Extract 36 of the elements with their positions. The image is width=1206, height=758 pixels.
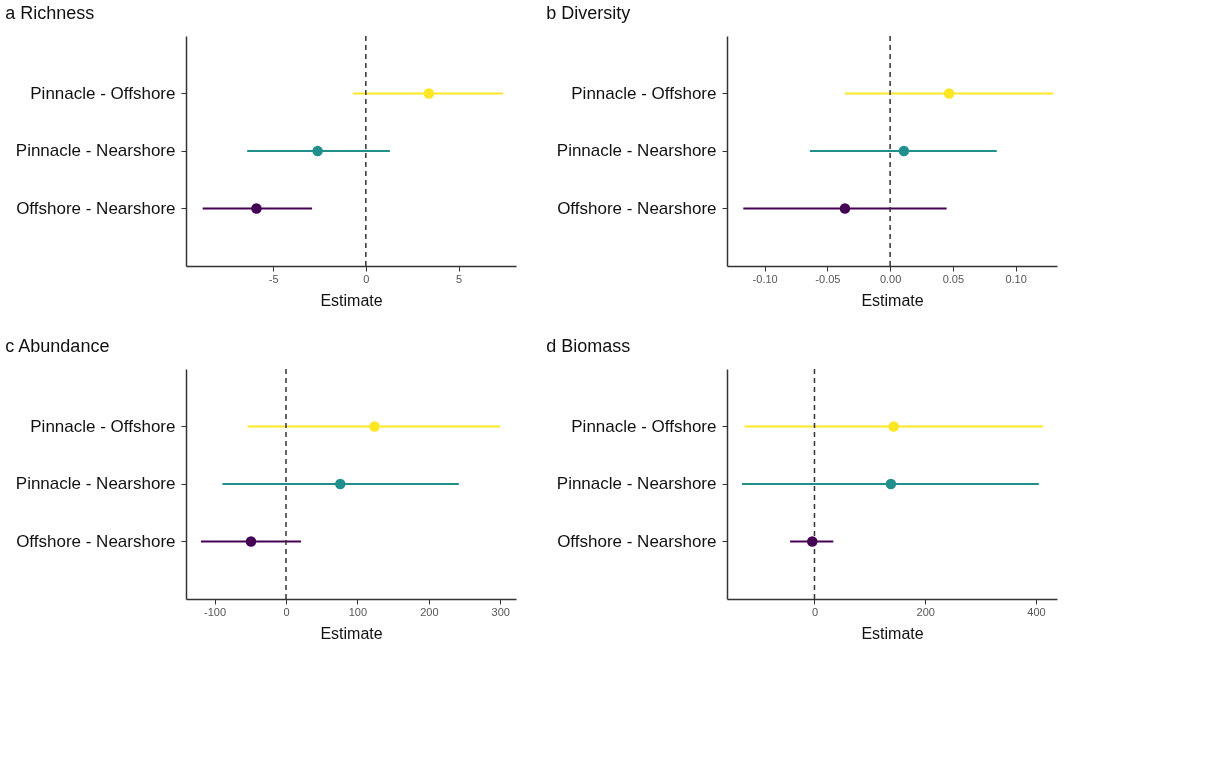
y-tick-label: Offshore - Nearshore	[16, 531, 176, 551]
y-tick-label: Pinnacle - Offshore	[571, 83, 717, 103]
chart-title: d Biomass	[546, 336, 631, 357]
chart-title: a Richness	[5, 3, 95, 24]
x-tick-label: 200	[916, 605, 935, 618]
x-tick-label: 0.10	[1005, 272, 1027, 285]
x-axis-title: Estimate	[320, 624, 383, 642]
chart-title: b Diversity	[546, 3, 631, 24]
y-tick-label: Pinnacle - Offshore	[30, 83, 176, 103]
x-tick-label: -0.05	[815, 272, 841, 285]
x-axis-title: Estimate	[861, 624, 924, 642]
x-axis-title: Estimate	[320, 291, 383, 309]
y-tick-label: Offshore - Nearshore	[557, 198, 717, 218]
y-tick-label: Pinnacle - Offshore	[30, 416, 176, 436]
x-tick-label: 300	[491, 605, 510, 618]
x-tick-label: 0.05	[942, 272, 965, 285]
x-tick-label: -0.10	[752, 272, 778, 285]
x-tick-label: 0.00	[879, 272, 902, 285]
x-tick-label: 0	[363, 272, 370, 285]
y-tick-label: Pinnacle - Nearshore	[15, 474, 176, 493]
chart-title: c Abundance	[5, 336, 110, 357]
x-tick-label: 100	[348, 605, 368, 618]
x-tick-label: 0	[283, 605, 290, 618]
x-axis-title: Estimate	[861, 291, 924, 309]
x-tick-label: 0	[811, 605, 819, 618]
y-tick-label: Pinnacle - Nearshore	[15, 141, 176, 160]
x-tick-label: 400	[1027, 605, 1046, 618]
y-tick-label: Pinnacle - Nearshore	[556, 141, 717, 160]
x-tick-label: -5	[268, 272, 279, 285]
y-tick-label: Pinnacle - Nearshore	[556, 474, 717, 493]
y-tick-label: Offshore - Nearshore	[16, 198, 176, 218]
x-tick-label: -100	[204, 605, 227, 618]
y-tick-label: Pinnacle - Offshore	[571, 416, 717, 436]
y-tick-label: Offshore - Nearshore	[557, 531, 717, 551]
x-tick-label: 200	[420, 605, 439, 618]
x-tick-label: 5	[455, 272, 463, 285]
